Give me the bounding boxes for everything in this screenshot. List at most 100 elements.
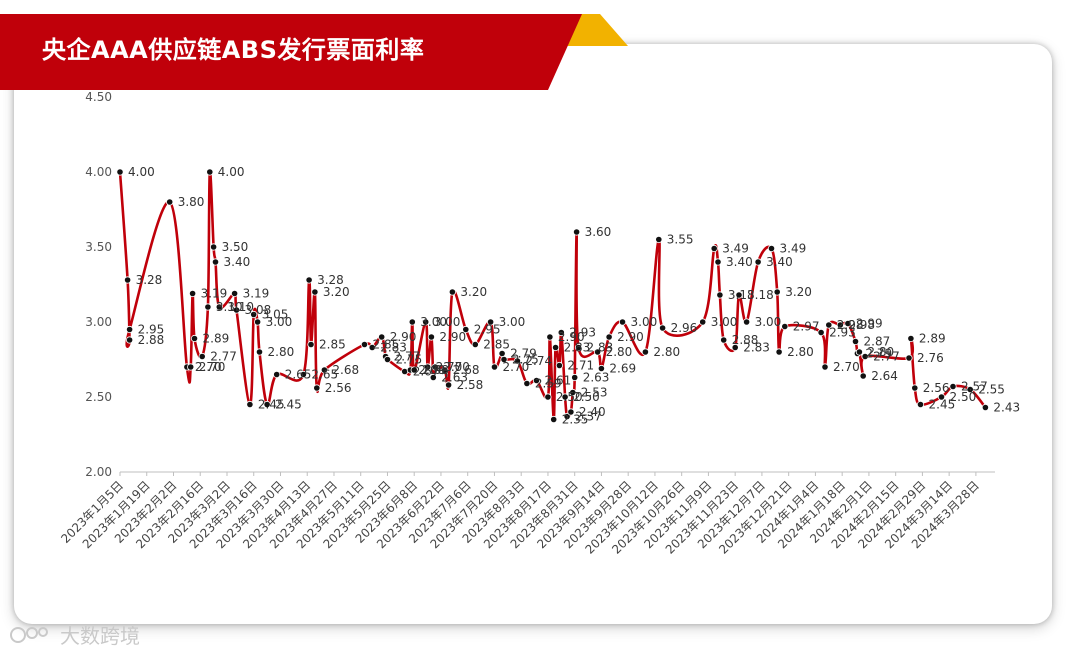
data-label: 2.77 — [873, 350, 900, 364]
chart-title: 央企AAA供应链ABS发行票面利率 — [42, 36, 425, 64]
data-point — [486, 318, 495, 326]
data-point — [544, 393, 552, 401]
data-point — [500, 355, 508, 364]
data-point — [571, 373, 579, 382]
data-point — [187, 363, 195, 371]
data-label: 2.67 — [413, 365, 440, 379]
data-point — [773, 288, 781, 296]
data-label: 3.18 — [728, 288, 755, 302]
data-point — [546, 333, 554, 341]
data-label: 3.00 — [499, 315, 526, 329]
data-point — [781, 322, 789, 331]
watermark: 大数跨境 — [8, 620, 140, 649]
data-label: 2.55 — [978, 383, 1005, 397]
data-point — [949, 382, 957, 391]
data-point — [490, 363, 499, 371]
data-label: 2.89 — [203, 332, 230, 346]
data-label: 2.57 — [961, 380, 988, 394]
data-point — [767, 244, 776, 253]
data-label: 2.61 — [545, 374, 572, 388]
data-point — [551, 343, 560, 352]
data-point — [124, 276, 132, 284]
data-point — [572, 228, 581, 236]
data-point — [836, 321, 844, 329]
data-point — [523, 379, 531, 388]
data-point — [742, 318, 751, 326]
data-point — [273, 370, 281, 379]
data-point — [513, 357, 522, 365]
data-point — [981, 403, 990, 412]
data-label: 2.98 — [848, 318, 875, 332]
data-label: 3.20 — [785, 285, 812, 299]
data-label: 3.20 — [323, 285, 350, 299]
data-point — [246, 400, 254, 409]
data-label: 2.98 — [837, 318, 864, 332]
data-label: 2.50 — [556, 390, 583, 404]
data-label: 2.45 — [929, 398, 956, 412]
data-label: 2.99 — [856, 317, 883, 331]
data-point — [210, 243, 218, 251]
data-label: 3.28 — [136, 273, 163, 287]
data-label: 2.50 — [573, 390, 600, 404]
data-label: 3.19 — [201, 287, 228, 301]
data-point — [429, 373, 437, 382]
data-label: 2.53 — [581, 386, 608, 400]
data-label: 3.49 — [780, 242, 807, 256]
y-tick-label: 3.50 — [85, 240, 112, 254]
data-point — [190, 334, 199, 343]
data-label: 2.50 — [950, 390, 977, 404]
data-point — [441, 366, 449, 374]
data-label: 3.19 — [243, 287, 270, 301]
data-point — [569, 388, 577, 397]
data-label: 2.96 — [671, 321, 698, 335]
data-label: 2.56 — [325, 381, 352, 395]
data-point — [211, 258, 220, 266]
data-point — [937, 393, 946, 401]
data-point — [263, 400, 271, 409]
data-point — [699, 318, 707, 326]
data-point — [716, 291, 724, 299]
data-point — [444, 381, 453, 389]
banner-red-shape — [0, 14, 582, 90]
data-point — [855, 348, 864, 356]
data-point — [821, 363, 829, 371]
data-label: 3.40 — [766, 255, 793, 269]
data-point — [817, 328, 825, 337]
data-label: 3.49 — [722, 242, 749, 256]
data-point — [641, 348, 650, 356]
data-label: 3.18 — [747, 288, 774, 302]
data-label: 2.75 — [396, 353, 423, 367]
data-point — [410, 366, 418, 374]
data-label: 2.88 — [138, 333, 165, 347]
data-label: 2.83 — [380, 341, 407, 355]
data-point — [250, 310, 258, 319]
data-point — [126, 336, 134, 344]
chart-card — [14, 44, 1052, 624]
data-label: 2.90 — [390, 330, 417, 344]
data-point — [567, 408, 575, 416]
y-tick-label: 3.00 — [85, 315, 112, 329]
data-point — [561, 393, 569, 401]
data-point — [255, 348, 264, 356]
data-label: 2.80 — [787, 345, 814, 359]
data-point — [307, 340, 315, 349]
data-label: 3.40 — [224, 255, 251, 269]
data-point — [658, 324, 667, 332]
data-point — [775, 348, 783, 356]
data-point — [378, 333, 386, 341]
data-point — [655, 235, 663, 244]
data-point — [550, 415, 558, 424]
data-label: 2.63 — [441, 371, 468, 385]
watermark-logo-icon — [8, 622, 54, 648]
data-point — [754, 258, 762, 266]
data-label: 3.05 — [262, 308, 289, 322]
data-point — [966, 385, 974, 394]
data-label: 2.68 — [332, 363, 359, 377]
data-label: 3.00 — [711, 315, 738, 329]
data-label: 2.83 — [743, 341, 770, 355]
data-label: 2.45 — [258, 398, 285, 412]
data-label: 2.70 — [195, 360, 222, 374]
y-tick-label: 4.00 — [85, 165, 112, 179]
data-label: 2.79 — [865, 347, 892, 361]
data-point — [710, 244, 718, 253]
